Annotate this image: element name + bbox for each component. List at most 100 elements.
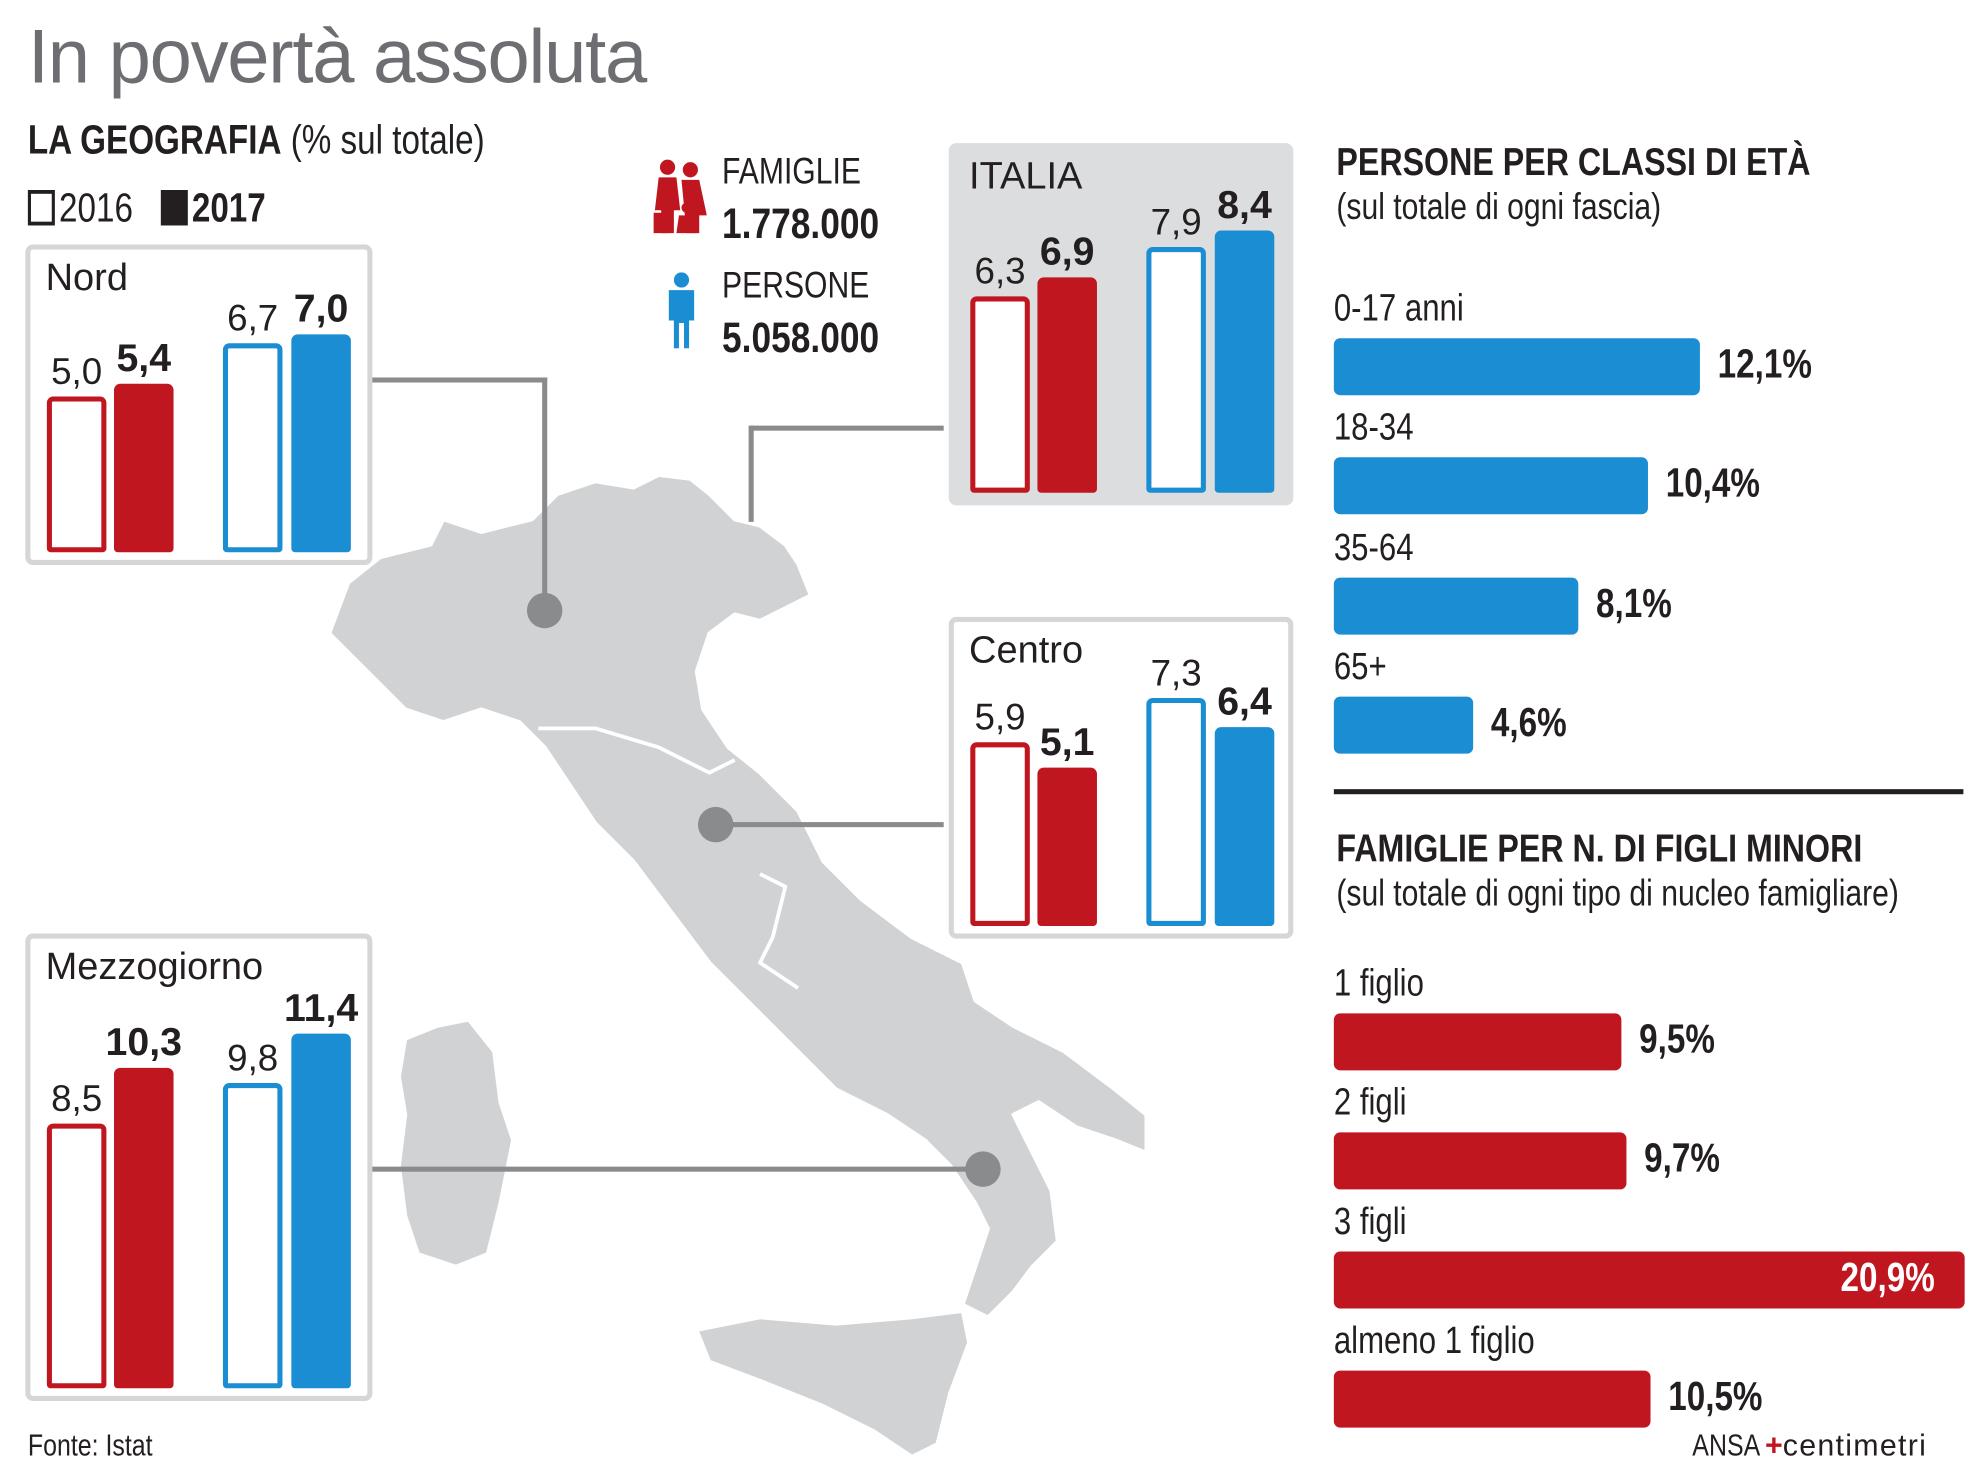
bar-persone-2016 [222, 1082, 283, 1389]
children-value-label: 20,9% [1841, 1254, 1936, 1300]
legend-swatch-2016 [27, 190, 55, 226]
children-bar [1333, 1132, 1627, 1190]
value-label-famiglie-2016: 5,9 [974, 697, 1026, 739]
ansa-centimetri-logo: ANSA +centimetri [1692, 1429, 1927, 1464]
value-label-persone-2017: 6,4 [1217, 678, 1272, 723]
value-label-persone-2017: 11,4 [283, 984, 359, 1030]
age-category-label: 18-34 [1333, 406, 1414, 449]
value-label-persone-2016: 9,8 [227, 1038, 279, 1080]
bar-famiglie-2017 [1037, 767, 1097, 926]
bar-famiglie-2017 [114, 384, 174, 553]
value-label-famiglie-2016: 5,0 [51, 352, 103, 393]
person-icon [668, 272, 695, 349]
marker-mezzogiorno [965, 1151, 1001, 1187]
region-label: Centro [969, 629, 1084, 672]
bar-persone-2016 [1146, 246, 1206, 493]
value-label-persone-2016: 6,7 [227, 299, 279, 340]
age-value-label: 12,1% [1717, 340, 1812, 387]
age-category-label: 65+ [1333, 645, 1387, 688]
children-category-label: 3 figli [1333, 1200, 1407, 1243]
children-value-label: 9,5% [1638, 1015, 1715, 1062]
value-label-famiglie-2017: 5,4 [116, 335, 172, 381]
children-category-label: almeno 1 figlio [1333, 1319, 1535, 1362]
persone-value: 5.058.000 [722, 314, 880, 363]
value-label-persone-2017: 8,4 [1217, 182, 1272, 228]
bar-famiglie-2016 [46, 1123, 107, 1389]
family-icon [653, 159, 707, 234]
connector-centro [715, 822, 944, 828]
geography-title: LA GEOGRAFIA [27, 116, 282, 163]
bar-persone-2017 [1214, 726, 1275, 926]
children-bar [1333, 1251, 1966, 1309]
children-chart-subtitle: (sul totale di ogni tipo di nucleo famig… [1336, 874, 1899, 915]
bar-persone-2016 [222, 343, 283, 553]
age-bar [1333, 338, 1700, 396]
sardinia [397, 1017, 515, 1269]
children-value-label: 9,7% [1644, 1134, 1721, 1181]
centimetri-logo-text: centimetri [1782, 1428, 1928, 1464]
divider [1333, 789, 1964, 795]
sicily [694, 1309, 971, 1459]
age-value-label: 8,1% [1596, 579, 1673, 626]
value-label-famiglie-2017: 10,3 [105, 1019, 182, 1064]
connector-mezzogiorno [371, 1166, 983, 1172]
marker-nord [526, 592, 563, 629]
bar-famiglie-2016 [46, 396, 107, 553]
value-label-persone-2016: 7,9 [1150, 202, 1202, 243]
region-box-nord: Nord 5,0 5,4 6,7 7,0 [25, 244, 373, 565]
page-title: In povertà assoluta [27, 13, 647, 99]
italy-mainland [327, 473, 1149, 1320]
famiglie-value: 1.778.000 [722, 200, 880, 249]
marker-centro [697, 806, 734, 843]
region-label: Nord [45, 257, 128, 299]
age-category-label: 35-64 [1333, 526, 1414, 569]
age-chart-title: PERSONE PER CLASSI DI ETÀ [1336, 139, 1811, 184]
connector-italia [751, 425, 944, 431]
age-value-label: 10,4% [1665, 460, 1760, 506]
legend: 2016 2017 [27, 184, 318, 232]
age-bar [1333, 457, 1649, 515]
age-value-label: 4,6% [1490, 699, 1567, 745]
bar-persone-2016 [1146, 698, 1206, 926]
children-value-label: 10,5% [1668, 1373, 1764, 1419]
age-chart-subtitle: (sul totale di ogni fascia) [1336, 187, 1662, 229]
children-category-label: 2 figli [1333, 1081, 1407, 1124]
geography-subtitle: (% sul totale) [290, 116, 485, 163]
children-bar [1333, 1370, 1652, 1428]
legend-2016: 2016 [59, 184, 133, 231]
value-label-famiglie-2017: 6,9 [1039, 229, 1095, 274]
centimetri-cross-icon: + [1764, 1428, 1783, 1464]
region-box-italia: ITALIA 6,3 6,9 7,9 8,4 [948, 143, 1294, 506]
famiglie-label: FAMIGLIE [722, 152, 861, 193]
legend-2017: 2017 [191, 184, 266, 231]
legend-swatch-2017 [160, 190, 188, 226]
region-label: Mezzogiorno [45, 946, 264, 989]
geography-heading: LA GEOGRAFIA (% sul totale) [28, 117, 585, 164]
region-box-mezzogiorno: Mezzogiorno 8,5 10,3 9,8 11,4 [25, 933, 373, 1401]
bar-famiglie-2017 [1037, 277, 1097, 493]
bar-famiglie-2017 [114, 1067, 174, 1389]
value-label-persone-2016: 7,3 [1150, 654, 1202, 695]
connector-nord [371, 377, 548, 383]
bar-persone-2017 [291, 1033, 351, 1389]
value-label-famiglie-2016: 8,5 [51, 1079, 103, 1120]
bar-famiglie-2016 [970, 296, 1030, 493]
children-bar [1333, 1013, 1621, 1071]
bar-persone-2017 [1214, 231, 1275, 493]
connector-italia-vertical [748, 425, 754, 522]
bar-persone-2017 [291, 334, 351, 553]
region-label: ITALIA [969, 155, 1083, 198]
value-label-persone-2017: 7,0 [293, 286, 349, 331]
source-note: Fonte: Istat [27, 1428, 153, 1464]
ansa-logo-text: ANSA [1692, 1428, 1761, 1464]
children-category-label: 1 figlio [1333, 962, 1424, 1005]
age-category-label: 0-17 anni [1333, 287, 1464, 330]
value-label-famiglie-2016: 6,3 [974, 252, 1026, 293]
connector-nord-vertical [542, 377, 548, 611]
region-box-centro: Centro 5,9 5,1 7,3 6,4 [948, 616, 1294, 939]
age-bar [1333, 577, 1579, 635]
value-label-famiglie-2017: 5,1 [1039, 718, 1095, 764]
bar-famiglie-2016 [970, 742, 1030, 926]
